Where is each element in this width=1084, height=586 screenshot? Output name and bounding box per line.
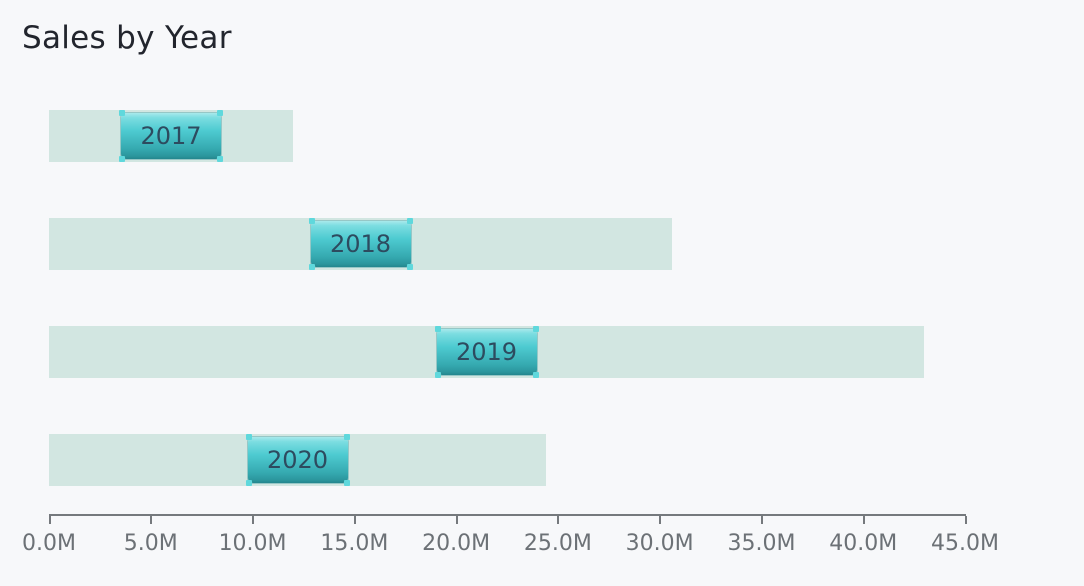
bar-row: 2019	[49, 326, 924, 378]
resize-dot-top-right[interactable]	[343, 434, 350, 440]
year-handle[interactable]: 2018	[308, 218, 413, 270]
resize-dot-top-right[interactable]	[406, 218, 413, 224]
resize-dot-bottom-left[interactable]	[308, 264, 315, 270]
x-axis-tick-label: 45.0M	[931, 531, 999, 556]
bar-year-label: 2019	[455, 338, 518, 366]
x-axis-tick-label: 20.0M	[422, 531, 491, 556]
x-axis-tick-mark	[455, 516, 458, 524]
bar-track[interactable]: 2020	[49, 434, 546, 486]
x-axis-tick-label: 35.0M	[727, 531, 796, 556]
x-axis-tick-mark	[557, 516, 560, 524]
resize-dot-bottom-right[interactable]	[532, 372, 539, 378]
x-axis: 0.0M 5.0M 10.0M 15.0M 20.0M 25.0M 30.0M …	[22, 514, 999, 574]
x-axis-tick-mark	[150, 516, 153, 524]
bar-track[interactable]: 2018	[49, 218, 672, 270]
resize-dot-bottom-right[interactable]	[343, 480, 350, 486]
resize-dot-bottom-right[interactable]	[406, 264, 413, 270]
resize-dot-top-right[interactable]	[532, 326, 539, 332]
x-axis-tick-label: 10.0M	[218, 531, 287, 556]
x-axis-tick-label: 15.0M	[320, 531, 389, 556]
x-axis-tick-mark	[48, 516, 51, 524]
bar-row: 2018	[49, 218, 672, 270]
x-axis-tick-mark	[760, 516, 763, 524]
resize-dot-bottom-left[interactable]	[245, 480, 252, 486]
resize-dot-top-left[interactable]	[245, 434, 252, 440]
resize-dot-bottom-left[interactable]	[119, 156, 125, 162]
resize-dot-top-right[interactable]	[217, 110, 223, 116]
year-handle[interactable]: 2017	[119, 110, 223, 162]
bar-row: 2020	[49, 434, 546, 486]
x-axis-tick-label: 0.0M	[22, 531, 76, 556]
x-axis-tick-label: 25.0M	[523, 531, 592, 556]
resize-dot-bottom-left[interactable]	[434, 372, 441, 378]
x-axis-tick-mark	[862, 516, 865, 524]
year-handle[interactable]: 2020	[245, 434, 350, 486]
x-axis-tick-mark	[964, 516, 967, 524]
x-axis-tick-mark	[353, 516, 356, 524]
x-axis-tick-mark	[252, 516, 255, 524]
bar-year-label: 2018	[329, 230, 392, 258]
plot-area: 2017 2018 2019	[49, 110, 966, 510]
x-axis-tick-label: 40.0M	[829, 531, 898, 556]
x-axis-tick-mark	[659, 516, 662, 524]
bar-track[interactable]: 2019	[49, 326, 924, 378]
resize-dot-bottom-right[interactable]	[217, 156, 223, 162]
bar-row: 2017	[49, 110, 293, 162]
x-axis-line	[49, 514, 966, 516]
resize-dot-top-left[interactable]	[308, 218, 315, 224]
bar-track[interactable]: 2017	[49, 110, 293, 162]
year-handle[interactable]: 2019	[434, 326, 539, 378]
resize-dot-top-left[interactable]	[119, 110, 125, 116]
x-axis-tick-label: 5.0M	[123, 531, 178, 556]
chart-title: Sales by Year	[22, 20, 232, 56]
bar-year-label: 2020	[266, 446, 329, 474]
x-axis-tick-label: 30.0M	[625, 531, 694, 556]
resize-dot-top-left[interactable]	[434, 326, 441, 332]
bar-year-label: 2017	[140, 122, 202, 150]
